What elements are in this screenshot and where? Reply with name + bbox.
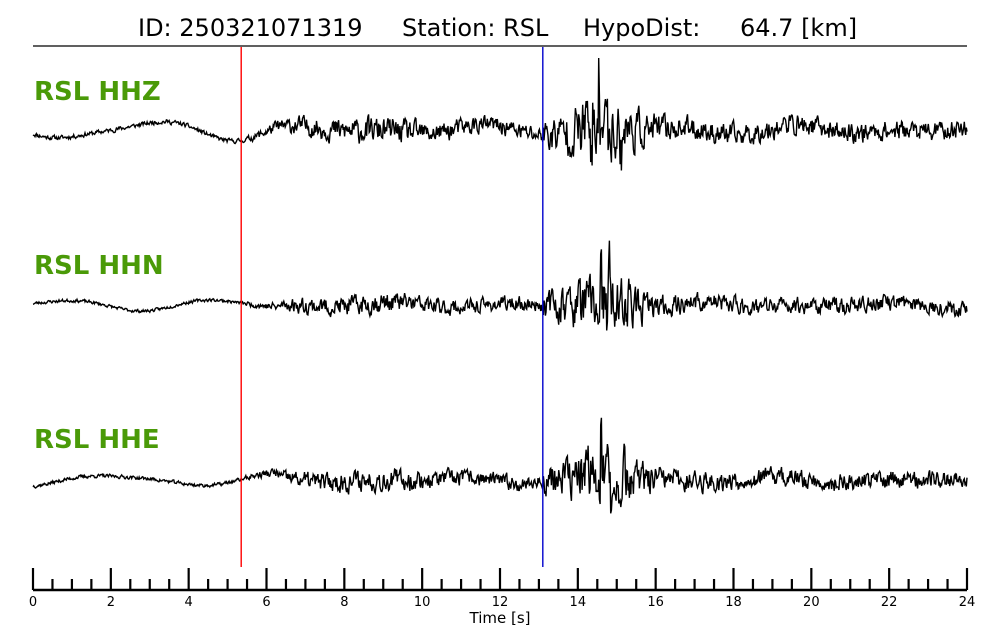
x-axis-label: Time [s]: [469, 609, 531, 627]
title-station: Station: RSL: [402, 14, 549, 42]
trace-line-hhe: [32, 417, 968, 514]
title-hypodist-label: HypoDist:: [583, 14, 700, 42]
trace-label-hhz: RSL HHZ: [34, 77, 161, 107]
x-tick-label: 12: [492, 595, 509, 610]
trace-line-hhz: [32, 57, 968, 171]
trace-label-hhn: RSL HHN: [34, 251, 164, 281]
title-id: ID: 250321071319: [138, 14, 363, 42]
trace-label-group: RSL HHZ RSL HHN RSL HHE: [34, 77, 164, 455]
x-tick-label: 2: [107, 595, 115, 610]
x-tick-label: 6: [262, 595, 270, 610]
title-hypodist-value: 64.7 [km]: [740, 14, 857, 42]
x-tick-label: 20: [803, 595, 820, 610]
pick-group: [240, 47, 544, 567]
chart-title: ID: 250321071319 Station: RSL HypoDist: …: [138, 14, 857, 42]
trace-group: [32, 57, 968, 514]
x-tick-label: 14: [570, 595, 587, 610]
x-tick-label: 16: [647, 595, 664, 610]
trace-line-hhn: [32, 240, 968, 331]
x-axis-ticks: 0 2 4 6 8 10 12 14 16 18 20 22 24: [29, 568, 975, 610]
x-tick-label: 8: [340, 595, 348, 610]
trace-label-hhe: RSL HHE: [34, 425, 160, 455]
x-tick-label: 18: [725, 595, 742, 610]
x-tick-label: 4: [185, 595, 193, 610]
x-tick-label: 24: [959, 595, 976, 610]
x-tick-label: 10: [414, 595, 431, 610]
x-tick-label: 0: [29, 595, 37, 610]
x-tick-label: 22: [881, 595, 898, 610]
x-axis: 0 2 4 6 8 10 12 14 16 18 20 22 24 Time [s]: [29, 568, 975, 627]
